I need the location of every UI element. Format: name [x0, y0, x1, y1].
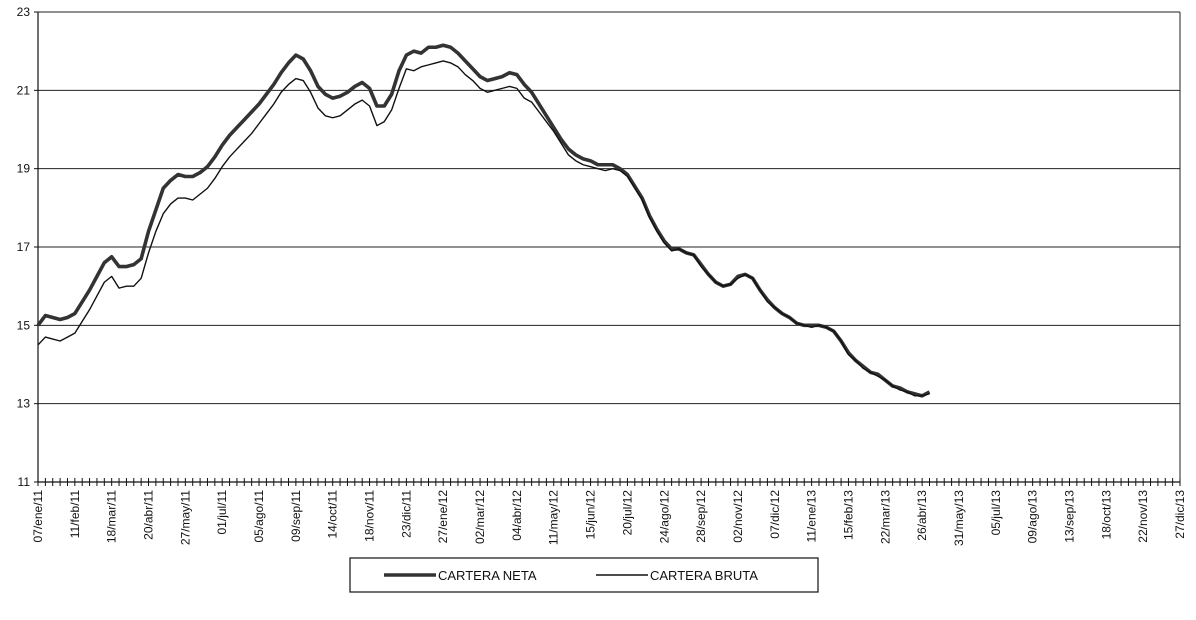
y-tick-label: 17	[17, 240, 31, 254]
y-tick-label: 15	[17, 318, 31, 332]
x-tick-label: 09/sep/11	[289, 490, 303, 542]
x-tick-label: 14/oct/11	[326, 490, 340, 539]
x-tick-label: 24/ago/12	[657, 490, 671, 544]
x-tick-label: 18/nov/11	[363, 490, 377, 542]
x-tick-label: 27/dic/13	[1173, 490, 1187, 539]
x-tick-label: 05/ago/11	[252, 490, 266, 543]
x-tick-label: 18/oct/13	[1099, 490, 1113, 540]
x-tick-label: 04/abr/12	[510, 490, 524, 541]
x-tick-label: 02/mar/12	[473, 490, 487, 544]
x-tick-label: 11/may/12	[547, 490, 561, 545]
y-tick-label: 11	[18, 475, 31, 489]
series-line	[36, 43, 931, 398]
x-tick-label: 22/nov/13	[1136, 490, 1150, 543]
x-tick-label: 07/dic/12	[768, 490, 782, 539]
x-tick-label: 15/jun/12	[584, 490, 598, 540]
x-tick-label: 27/may/11	[178, 490, 192, 545]
x-tick-label: 02/nov/12	[731, 490, 745, 543]
x-tick-label: 18/mar/11	[105, 490, 119, 543]
x-tick-label: 11/feb/11	[68, 490, 82, 539]
y-tick-label: 21	[17, 83, 31, 97]
x-tick-label: 20/jul/12	[620, 490, 634, 536]
x-tick-label: 20/abr/11	[142, 490, 156, 540]
x-tick-label: 01/jul/11	[215, 490, 229, 535]
x-tick-label: 05/jul/13	[989, 490, 1003, 536]
legend-label: CARTERA BRUTA	[650, 568, 758, 583]
x-tick-label: 07/ene/11	[31, 490, 45, 543]
x-tick-label: 31/may/13	[952, 490, 966, 546]
x-tick-label: 26/abr/13	[915, 490, 929, 541]
x-tick-label: 13/sep/13	[1062, 490, 1076, 543]
x-tick-label: 28/sep/12	[694, 490, 708, 543]
legend-box	[349, 557, 819, 593]
y-tick-label: 23	[17, 5, 31, 19]
y-tick-label: 19	[17, 162, 31, 176]
x-tick-label: 27/ene/12	[436, 490, 450, 544]
series-line	[37, 60, 930, 397]
y-tick-label: 13	[17, 397, 31, 411]
x-tick-label: 23/dic/11	[399, 490, 413, 538]
legend-label: CARTERA NETA	[438, 568, 537, 583]
x-tick-label: 11/ene/13	[805, 490, 819, 543]
x-tick-label: 15/feb/13	[841, 490, 855, 540]
x-tick-label: 09/ago/13	[1026, 490, 1040, 544]
x-tick-label: 22/mar/13	[878, 490, 892, 544]
